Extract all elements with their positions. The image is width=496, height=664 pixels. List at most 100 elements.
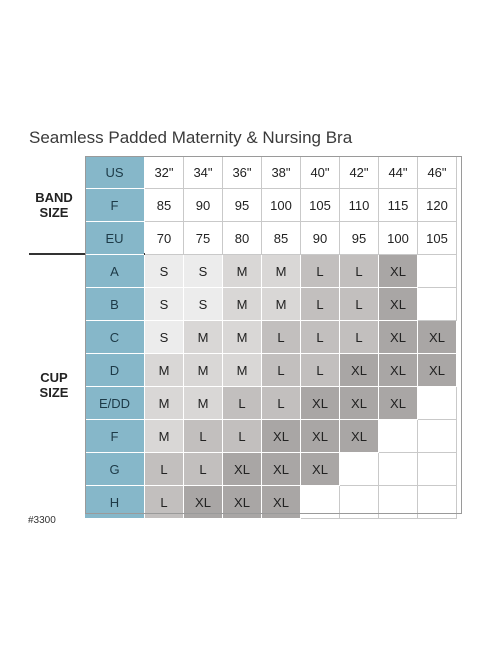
band-label-line2: SIZE (39, 205, 69, 220)
band-label-line1: BAND (35, 190, 73, 205)
empty-cell (418, 288, 457, 321)
cup-size-label: CUP SIZE (29, 370, 79, 400)
band-value-cell: 36" (223, 156, 262, 189)
cup-size-cell: L (340, 255, 379, 288)
cup-size-cell: M (223, 255, 262, 288)
cup-size-cell: L (184, 420, 223, 453)
cup-size-cell: L (223, 387, 262, 420)
cup-size-cell: M (145, 354, 184, 387)
cup-size-cell: M (262, 255, 301, 288)
cup-size-cell: XL (418, 354, 457, 387)
band-row-label: F (85, 189, 144, 222)
cup-size-cell: L (145, 453, 184, 486)
band-value-cell: 120 (418, 189, 457, 222)
cup-size-cell: M (145, 387, 184, 420)
empty-cell (418, 420, 457, 453)
cup-size-cell: XL (418, 321, 457, 354)
band-value-cell: 40" (301, 156, 340, 189)
band-value-cell: 85 (262, 222, 301, 255)
cup-size-cell: L (262, 321, 301, 354)
cup-size-cell: L (301, 288, 340, 321)
cup-size-cell: XL (379, 387, 418, 420)
chart-title: Seamless Padded Maternity & Nursing Bra (29, 128, 353, 147)
band-value-cell: 90 (184, 189, 223, 222)
band-row-label: US (85, 156, 144, 189)
band-value-cell: 105 (301, 189, 340, 222)
cup-size-cell: XL (301, 420, 340, 453)
cup-size-cell: M (184, 354, 223, 387)
cup-size-cell: XL (379, 288, 418, 321)
band-value-cell: 90 (301, 222, 340, 255)
cup-size-cell: L (340, 321, 379, 354)
cup-size-cell: M (145, 420, 184, 453)
band-size-label: BAND SIZE (29, 190, 79, 220)
cup-size-cell: M (262, 288, 301, 321)
cup-size-cell: L (145, 486, 184, 519)
band-row-label: EU (85, 222, 144, 255)
cup-size-cell: M (223, 321, 262, 354)
band-value-cell: 70 (145, 222, 184, 255)
cup-row-label: D (85, 354, 144, 387)
band-value-cell: 85 (145, 189, 184, 222)
cup-size-cell: L (301, 255, 340, 288)
cup-size-cell: XL (340, 354, 379, 387)
cup-size-cell: XL (223, 453, 262, 486)
cup-size-cell: XL (262, 453, 301, 486)
cup-size-cell: S (145, 288, 184, 321)
cup-size-cell: XL (301, 453, 340, 486)
empty-cell (340, 453, 379, 486)
cup-size-cell: XL (379, 255, 418, 288)
band-value-cell: 95 (340, 222, 379, 255)
cup-row-label: B (85, 288, 144, 321)
product-code: #3300 (28, 515, 56, 526)
cup-size-cell: XL (262, 420, 301, 453)
cup-size-cell: XL (379, 321, 418, 354)
cup-size-cell: L (262, 387, 301, 420)
band-value-cell: 32" (145, 156, 184, 189)
cup-size-cell: L (184, 453, 223, 486)
band-value-cell: 46" (418, 156, 457, 189)
cup-row-label: A (85, 255, 144, 288)
empty-cell (379, 486, 418, 519)
cup-size-cell: M (223, 354, 262, 387)
cup-size-cell: L (301, 354, 340, 387)
cup-row-label: E/DD (85, 387, 144, 420)
empty-cell (418, 453, 457, 486)
band-value-cell: 75 (184, 222, 223, 255)
cup-size-cell: XL (301, 387, 340, 420)
cup-size-cell: L (223, 420, 262, 453)
cup-row-label: F (85, 420, 144, 453)
empty-cell (418, 486, 457, 519)
cup-row-label: G (85, 453, 144, 486)
cup-label-line1: CUP (40, 370, 68, 385)
cup-size-cell: XL (379, 354, 418, 387)
cup-size-cell: S (184, 255, 223, 288)
cup-size-cell: XL (184, 486, 223, 519)
cup-row-label: C (85, 321, 144, 354)
band-value-cell: 34" (184, 156, 223, 189)
cup-label-line2: SIZE (39, 385, 69, 400)
cup-size-cell: S (145, 255, 184, 288)
band-value-cell: 38" (262, 156, 301, 189)
cup-size-cell: L (262, 354, 301, 387)
band-value-cell: 100 (379, 222, 418, 255)
cup-size-cell: XL (223, 486, 262, 519)
empty-cell (301, 486, 340, 519)
empty-cell (340, 486, 379, 519)
empty-cell (418, 387, 457, 420)
cup-size-cell: L (340, 288, 379, 321)
band-value-cell: 42" (340, 156, 379, 189)
cup-size-cell: L (301, 321, 340, 354)
band-value-cell: 95 (223, 189, 262, 222)
band-value-cell: 105 (418, 222, 457, 255)
cup-size-cell: M (184, 387, 223, 420)
cup-size-cell: XL (340, 420, 379, 453)
cup-size-cell: S (145, 321, 184, 354)
band-value-cell: 115 (379, 189, 418, 222)
empty-cell (418, 255, 457, 288)
band-value-cell: 80 (223, 222, 262, 255)
band-value-cell: 110 (340, 189, 379, 222)
cup-row-label: H (85, 486, 144, 519)
band-value-cell: 100 (262, 189, 301, 222)
cup-size-cell: M (223, 288, 262, 321)
